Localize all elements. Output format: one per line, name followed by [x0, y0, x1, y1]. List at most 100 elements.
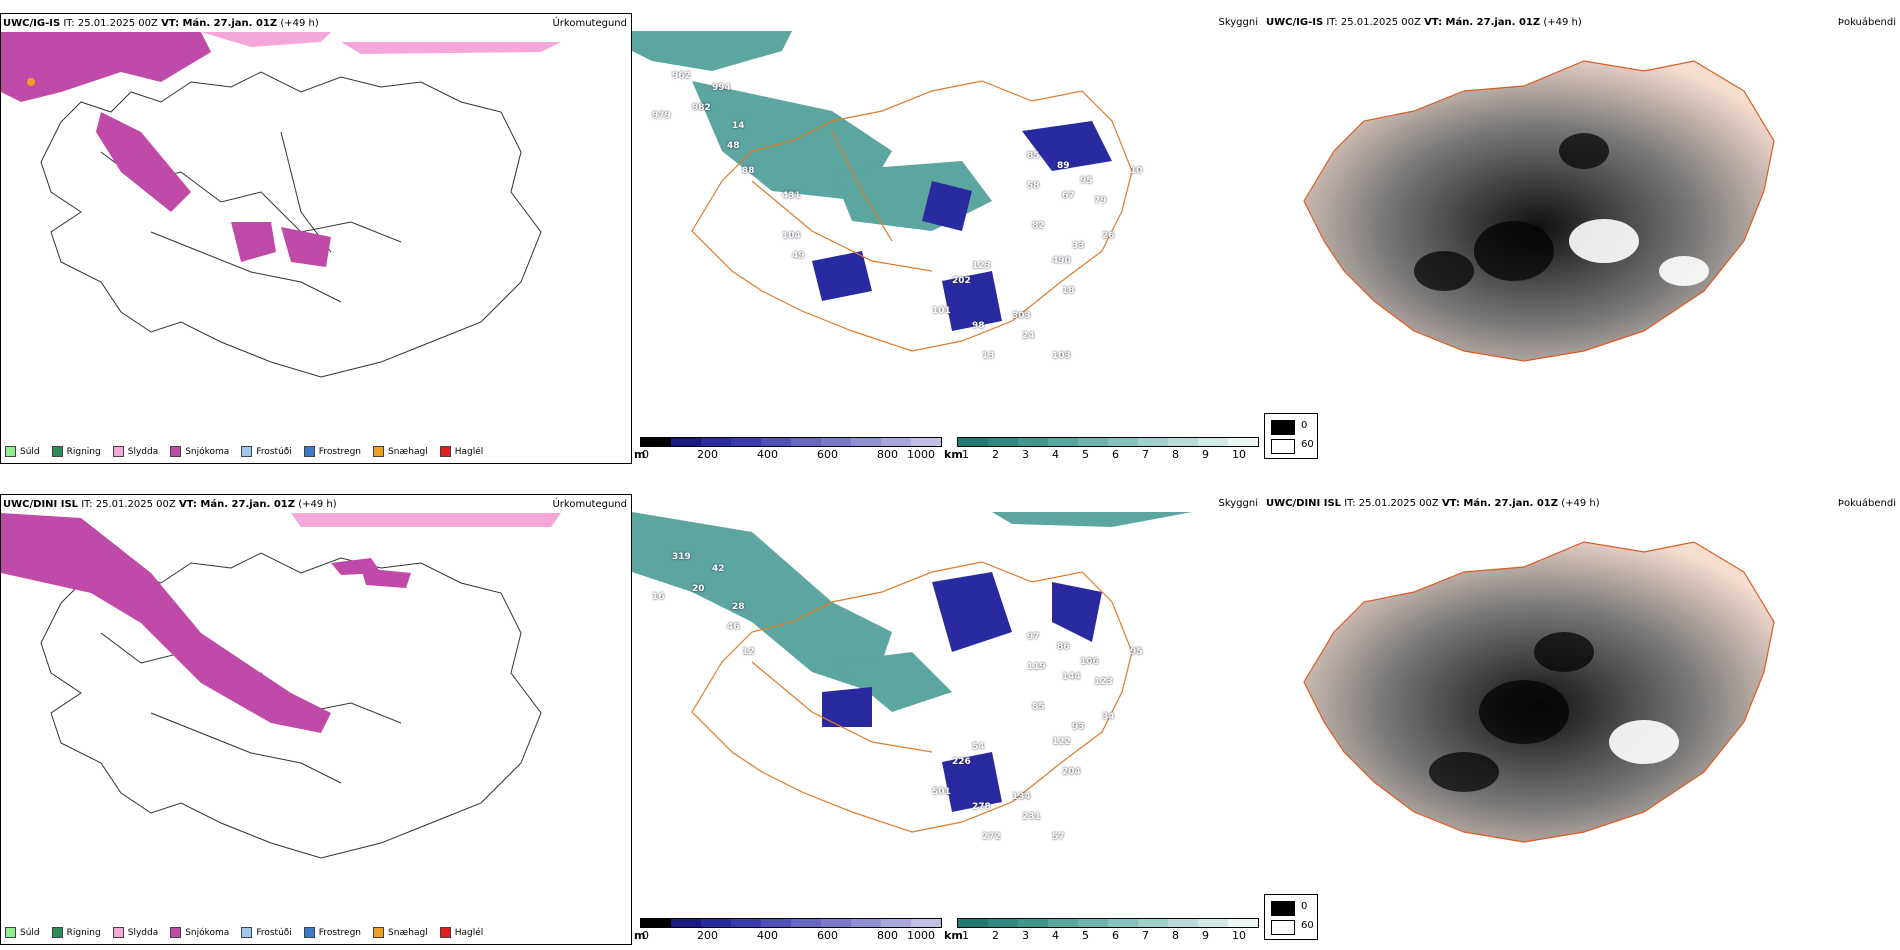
m-tick: 400	[757, 448, 778, 461]
km-tick: 4	[1052, 929, 1059, 942]
fog-legend-bottom: 60	[1301, 439, 1314, 450]
fog-index-panel-bottom: UWC/DINI ISL IT: 25.01.2025 00Z VT: Mán.…	[1264, 494, 1900, 945]
iceland-outline	[40, 71, 542, 378]
precip-legend: Súld Rigning Slydda Snjókoma Frostúði Fr…	[5, 927, 495, 938]
visibility-value-label: 46	[727, 622, 740, 632]
valid-time: VT: Mán. 27.jan. 01Z	[1441, 498, 1558, 509]
visibility-value-label: 123	[972, 261, 991, 271]
km-tick: 1	[962, 929, 969, 942]
visibility-value-label: 26	[1102, 231, 1115, 241]
m-tick: 400	[757, 929, 778, 942]
visibility-value-label: 123	[1094, 677, 1113, 687]
fog-legend-bottom: 60	[1301, 920, 1314, 931]
fog-legend-top: 0	[1301, 901, 1308, 912]
precip-map	[1, 513, 561, 859]
lead-time: (+49 h)	[298, 499, 337, 510]
visibility-value-label: 226	[952, 757, 971, 767]
m-tick: 200	[697, 448, 718, 461]
visibility-value-label: 144	[1062, 672, 1081, 682]
km-colorbar	[957, 437, 1259, 447]
visibility-value-label: 979	[652, 111, 671, 121]
km-tick: 10	[1232, 929, 1246, 942]
visibility-value-label: 501	[932, 787, 951, 797]
visibility-value-label: 48	[727, 141, 740, 151]
fog-legend: 0 60	[1264, 413, 1318, 459]
visibility-value-label: 106	[1080, 657, 1099, 667]
km-tick: 2	[992, 929, 999, 942]
visibility-value-label: 93	[1072, 722, 1085, 732]
m-tick: 600	[817, 448, 838, 461]
visibility-value-label: 57	[1052, 832, 1065, 842]
swatch	[439, 927, 451, 938]
swatch	[112, 927, 124, 938]
legend-item: Frostúði	[241, 446, 292, 457]
m-tick: 800	[877, 929, 898, 942]
m-unit: m	[634, 448, 646, 461]
fog-swatch-black	[1271, 420, 1295, 435]
visibility-value-label: 58	[1027, 181, 1040, 191]
visibility-value-label: 122	[1052, 737, 1071, 747]
legend-item: Snæhagl	[373, 927, 428, 938]
visibility-value-label: 278	[972, 802, 991, 812]
visibility-panel-top: Skyggni 85 89 95 10 58 67 79 33 82 490 123 26 18 303 2…	[632, 13, 1264, 464]
swatch	[112, 446, 124, 457]
m-tick: 600	[817, 929, 838, 942]
fog-swatch-white	[1271, 920, 1295, 935]
km-tick: 10	[1232, 448, 1246, 461]
model-name: UWC/IG-IS	[1266, 17, 1324, 28]
precip-type-panel-top: UWC/IG-IS IT: 25.01.2025 00Z VT: Mán. 27…	[0, 13, 632, 464]
visibility-value-label: 10	[1130, 166, 1143, 176]
visibility-value-label: 85	[1027, 151, 1040, 161]
visibility-value-label: 272	[982, 832, 1001, 842]
visibility-value-label: 119	[1027, 662, 1046, 672]
m-tick: 200	[697, 929, 718, 942]
km-tick: 5	[1082, 448, 1089, 461]
visibility-value-label: 16	[652, 592, 665, 602]
legend-item: Haglél	[439, 927, 483, 938]
lead-time: (+49 h)	[280, 18, 319, 29]
km-unit: km	[944, 929, 963, 942]
visibility-value-label: 18	[1062, 286, 1075, 296]
km-colorbar	[957, 918, 1259, 928]
km-tick: 8	[1172, 448, 1179, 461]
fog-map	[1303, 60, 1775, 362]
km-tick: 5	[1082, 929, 1089, 942]
km-tick: 6	[1112, 448, 1119, 461]
init-time: IT: 25.01.2025 00Z	[81, 499, 176, 510]
legend-item: Haglél	[439, 446, 483, 457]
iceland-fog	[1303, 60, 1775, 362]
iceland-outline	[691, 80, 1133, 352]
visibility-value-label: 28	[732, 602, 745, 612]
legend-item: Snjókoma	[170, 446, 229, 457]
lead-time: (+49 h)	[1561, 498, 1600, 509]
visibility-value-label: 20	[692, 584, 705, 594]
visibility-value-label: 98	[972, 321, 985, 331]
swatch	[373, 446, 385, 457]
legend-item: Slydda	[112, 927, 158, 938]
visibility-value-label: 103	[1052, 351, 1071, 361]
legend-item: Slydda	[112, 446, 158, 457]
panel-header: UWC/IG-IS IT: 25.01.2025 00Z VT: Mán. 27…	[3, 18, 319, 29]
visibility-value-label: 24	[1022, 331, 1035, 341]
visibility-value-label: 962	[672, 71, 691, 81]
panel-title: Skyggni	[1218, 17, 1258, 28]
km-tick: 4	[1052, 448, 1059, 461]
visibility-panel-bottom: Skyggni 97 86 106 95 119 144 123 93 85 122 54 34 204…	[632, 494, 1264, 945]
visibility-value-label: 104	[782, 231, 801, 241]
visibility-value-label: 82	[1032, 221, 1045, 231]
swatch	[170, 446, 182, 457]
valid-time: VT: Mán. 27.jan. 01Z	[161, 18, 278, 29]
valid-time: VT: Mán. 27.jan. 01Z	[178, 499, 295, 510]
precip-legend: Súld Rigning Slydda Snjókoma Frostúði Fr…	[5, 446, 495, 457]
visibility-value-label: 86	[1057, 642, 1070, 652]
panel-title: Þokuábendi	[1837, 17, 1896, 28]
swatch	[439, 446, 451, 457]
visibility-value-label: 490	[1052, 256, 1071, 266]
legend-item: Frostregn	[303, 446, 361, 457]
fog-swatch-black	[1271, 901, 1295, 916]
valid-time: VT: Mán. 27.jan. 01Z	[1424, 17, 1541, 28]
visibility-value-label: 97	[1027, 632, 1040, 642]
legend-item: Snæhagl	[373, 446, 428, 457]
visibility-value-label: 34	[1102, 712, 1115, 722]
km-tick: 7	[1142, 448, 1149, 461]
